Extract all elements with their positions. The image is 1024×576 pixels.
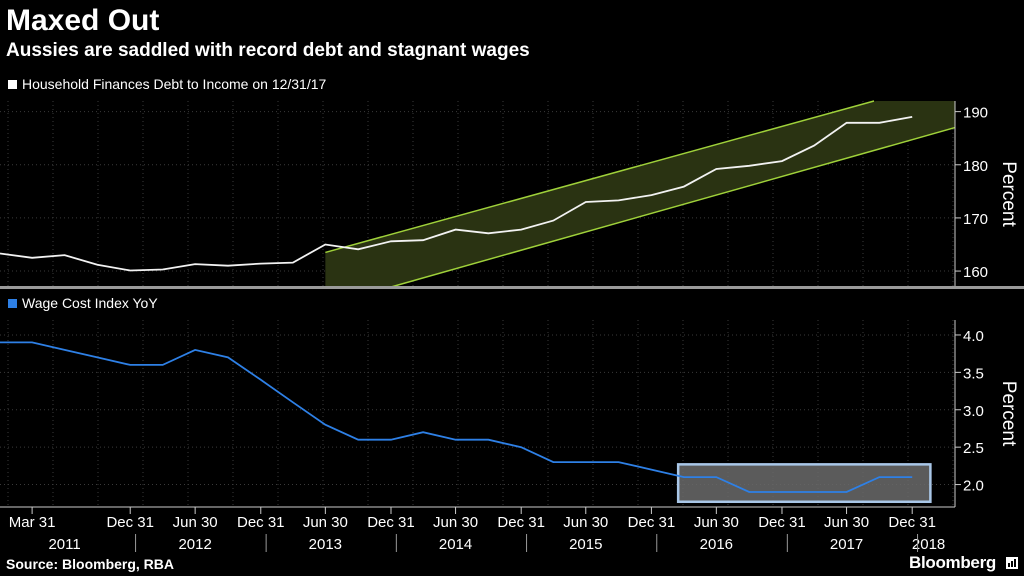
x-tick-label: Dec 31 [237, 514, 285, 531]
x-tick-label: Dec 31 [888, 514, 936, 531]
channel-lower-line [390, 126, 956, 288]
y-tick-label: 170 [963, 211, 988, 228]
x-tick-label: Jun 30 [694, 514, 739, 531]
series-line [0, 116, 913, 272]
chart-title: Maxed Out [6, 4, 160, 37]
x-tick-label: Dec 31 [367, 514, 415, 531]
x-year-label: 2016 [700, 536, 733, 553]
panel-divider [0, 286, 1024, 289]
x-tick-label: Dec 31 [497, 514, 545, 531]
wage-panel: 4.0 3.5 3.0 2.5 2.0 Percent Wage Cost Index Yo… [0, 295, 1019, 508]
y-tick-label: 2.5 [963, 440, 984, 457]
x-year-label: 2018 [912, 536, 945, 553]
x-year-label: 2012 [178, 536, 211, 553]
x-year-label: 2015 [569, 536, 602, 553]
legend-label: Household Finances Debt to Income on 12/… [22, 76, 327, 92]
bloomberg-logo: Bloomberg [908, 553, 996, 572]
y-tick-label: 3.5 [963, 365, 984, 382]
y-tick-label: 4.0 [963, 328, 984, 345]
x-tick-label: Jun 30 [563, 514, 608, 531]
x-year-label: 2017 [830, 536, 863, 553]
y-tick-label: 190 [963, 105, 988, 122]
y-tick-label: 180 [963, 158, 988, 175]
debt-panel: 160 170 180 190 Percent Household Finances De… [0, 76, 1024, 289]
x-tick-label: Dec 31 [106, 514, 154, 531]
trend-channel-fill [325, 101, 956, 287]
y-tick-label: 3.0 [963, 403, 984, 420]
x-year-label: 2013 [309, 536, 342, 553]
x-tick-label: Jun 30 [433, 514, 478, 531]
legend-label: Wage Cost Index YoY [22, 295, 158, 311]
x-tick-label: Jun 30 [173, 514, 218, 531]
highlight-box [676, 463, 932, 504]
x-tick-label: Jun 30 [303, 514, 348, 531]
series-line [0, 341, 913, 493]
y-axis-label: Percent [998, 381, 1019, 447]
logo-mark-icon [1006, 557, 1018, 569]
x-year-label: 2011 [48, 536, 80, 553]
x-tick-label: Dec 31 [758, 514, 806, 531]
chart-subtitle: Aussies are saddled with record debt and… [6, 40, 530, 61]
x-tick-label: Dec 31 [628, 514, 676, 531]
x-tick-label: Jun 30 [824, 514, 869, 531]
x-axis: Mar 31 Dec 31 Jun 30 Dec 31 Jun 30 Dec 31 Jun … [9, 507, 945, 553]
legend-swatch [8, 80, 17, 89]
channel-upper-line [325, 100, 875, 254]
y-tick-label: 160 [963, 264, 988, 281]
x-year-label: 2014 [439, 536, 472, 553]
legend-swatch [8, 299, 17, 308]
x-tick-label: Mar 31 [9, 514, 56, 531]
source-note: Source: Bloomberg, RBA [6, 556, 175, 572]
y-tick-label: 2.0 [963, 478, 984, 495]
y-axis-label: Percent [998, 161, 1019, 227]
